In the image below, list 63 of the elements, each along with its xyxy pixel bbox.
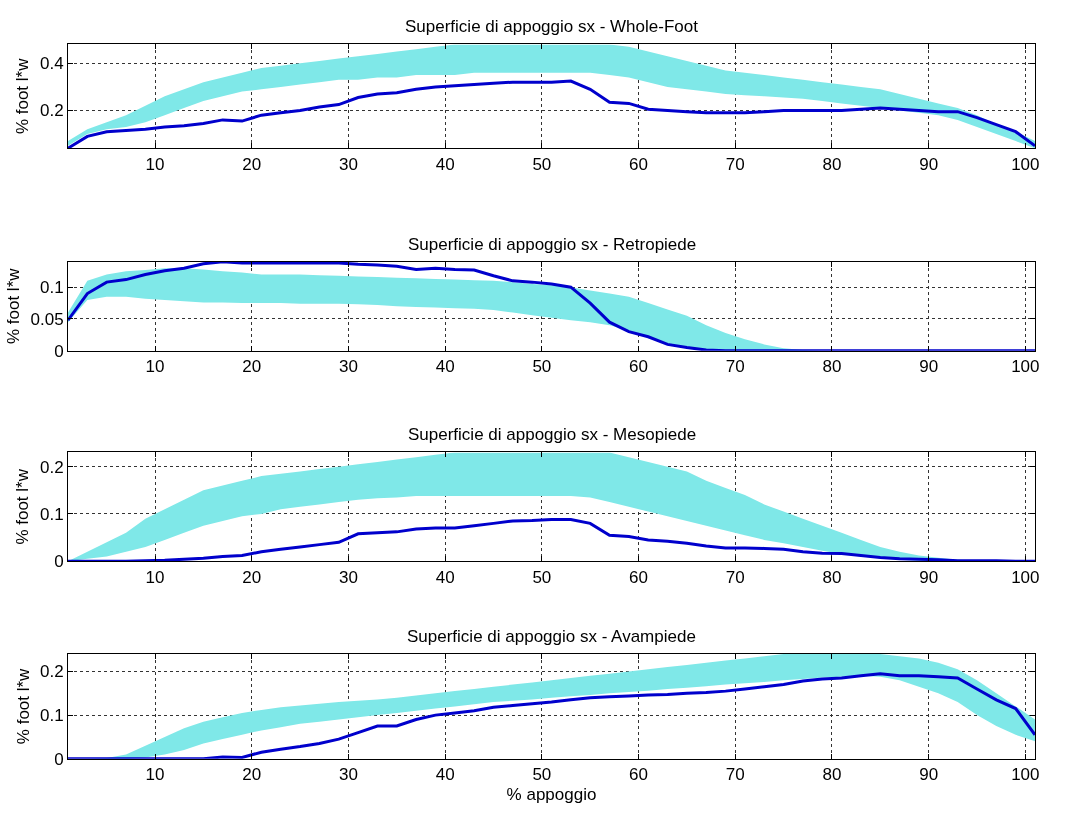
chart-title: Superficie di appoggio sx - Whole-Foot (405, 17, 699, 36)
chart-title: Superficie di appoggio sx - Mesopiede (408, 425, 697, 444)
x-axis-title: % appoggio (506, 784, 597, 804)
x-tick-label: 90 (919, 357, 939, 377)
x-tick-label: 80 (822, 357, 842, 377)
x-tick-label: 100 (1011, 567, 1040, 587)
y-tick-label: 0 (54, 552, 64, 572)
y-tick-label: 0.2 (39, 457, 64, 477)
y-axis-title: % foot l*w (4, 267, 24, 345)
x-tick-label: 100 (1011, 765, 1040, 785)
x-tick-label: 20 (242, 765, 262, 785)
x-tick-label: 60 (629, 154, 648, 174)
x-tick-label: 20 (242, 154, 262, 174)
x-tick-label: 50 (532, 567, 552, 587)
x-tick-label: 60 (629, 567, 648, 587)
line-series (68, 518, 1035, 562)
x-tick-label: 40 (435, 357, 455, 377)
x-tick-label: 10 (145, 567, 165, 587)
y-tick-label: 0.2 (39, 662, 64, 682)
x-tick-label: 40 (435, 765, 455, 785)
x-tick-label: 10 (145, 154, 165, 174)
y-tick-label: 0.05 (30, 309, 64, 329)
x-tick-label: 30 (338, 765, 358, 785)
x-tick-label: 30 (338, 357, 358, 377)
x-tick-label: 20 (242, 567, 262, 587)
x-tick-label: 80 (822, 567, 842, 587)
x-tick-label: 40 (435, 154, 455, 174)
y-tick-label: 0.1 (39, 278, 64, 298)
x-tick-label: 50 (532, 154, 552, 174)
x-tick-label: 90 (919, 765, 939, 785)
x-tick-label: 70 (725, 154, 745, 174)
x-tick-label: 70 (725, 357, 745, 377)
x-tick-label: 50 (532, 765, 552, 785)
x-tick-label: 70 (725, 765, 745, 785)
x-tick-label: 70 (725, 567, 745, 587)
x-tick-label: 30 (338, 154, 358, 174)
x-tick-label: 30 (338, 567, 358, 587)
y-tick-label: 0.1 (39, 504, 64, 524)
x-tick-label: 100 (1011, 357, 1040, 377)
y-tick-label: 0.2 (39, 101, 64, 121)
y-axis-title: % foot l*w (13, 667, 33, 745)
y-tick-label: 0.1 (39, 706, 64, 726)
x-tick-label: 40 (435, 567, 455, 587)
y-axis-title: % foot l*w (13, 57, 33, 135)
x-tick-label: 10 (145, 765, 165, 785)
y-tick-label: 0.4 (39, 54, 64, 74)
x-tick-label: 100 (1011, 154, 1040, 174)
y-tick-label: 0 (54, 749, 64, 769)
x-tick-label: 90 (919, 154, 939, 174)
line-series (68, 79, 1035, 149)
x-tick-label: 60 (629, 765, 648, 785)
x-tick-label: 50 (532, 357, 552, 377)
chart-title: Superficie di appoggio sx - Retropiede (408, 235, 697, 254)
chart-title: Superficie di appoggio sx - Avampiede (407, 627, 696, 646)
x-tick-label: 90 (919, 567, 939, 587)
y-tick-label: 0 (54, 341, 64, 361)
x-tick-label: 10 (145, 357, 165, 377)
x-tick-label: 60 (629, 357, 648, 377)
x-tick-label: 80 (822, 765, 842, 785)
y-axis-title: % foot l*w (13, 468, 33, 545)
x-tick-label: 20 (242, 357, 262, 377)
x-tick-label: 80 (822, 154, 842, 174)
line-series (68, 672, 1035, 759)
